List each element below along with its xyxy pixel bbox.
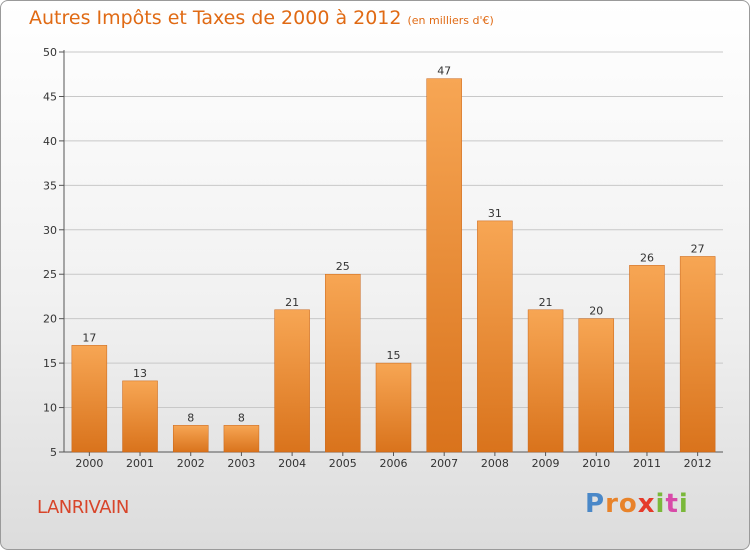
bar-2012	[679, 256, 716, 453]
bar-2006	[375, 362, 412, 453]
bar-2000	[71, 345, 108, 453]
y-tick-label: 15	[43, 357, 57, 370]
value-label-2009: 21	[539, 296, 553, 309]
chart-title: Autres Impôts et Taxes de 2000 à 2012	[29, 7, 402, 29]
bar-2008	[477, 220, 513, 453]
chart-unit: (en milliers d'€)	[407, 14, 494, 27]
y-tick-label: 30	[43, 224, 57, 237]
value-label-2007: 47	[437, 65, 451, 78]
value-label-2011: 26	[640, 251, 654, 264]
bar-2009	[527, 309, 564, 453]
bar-2003	[223, 425, 260, 453]
value-labels: 17 13 8 8 21 25 15 47 31 21 20 26 27	[82, 65, 704, 425]
bar-2002	[172, 425, 209, 453]
x-tick-label: 2007	[430, 457, 458, 470]
y-tick-label: 45	[43, 90, 57, 103]
bar-2011	[629, 265, 665, 453]
y-tick-label: 40	[43, 135, 57, 148]
y-tick-label: 10	[43, 402, 57, 415]
x-tick-label: 2011	[633, 457, 661, 470]
y-tick-label: 20	[43, 313, 57, 326]
chart-title-block: Autres Impôts et Taxes de 2000 à 2012 (en…	[29, 7, 494, 29]
x-tick-label: 2010	[582, 457, 610, 470]
value-label-2008: 31	[488, 207, 502, 220]
y-tick-label: 25	[43, 268, 57, 281]
value-label-2010: 20	[589, 305, 603, 318]
y-tick-label: 35	[43, 179, 57, 192]
value-label-2002: 8	[187, 411, 194, 424]
value-label-2000: 17	[82, 331, 96, 344]
x-tick-label: 2003	[227, 457, 255, 470]
bar-2010	[578, 318, 615, 453]
proxiti-logo: Proxiti	[585, 489, 689, 519]
x-tick-label: 2006	[380, 457, 408, 470]
value-label-2004: 21	[285, 296, 299, 309]
x-tick-label: 2008	[481, 457, 509, 470]
x-tick-label: 2004	[278, 457, 306, 470]
x-tick-labels: 2000 2001 2002 2003 2004 2005 2006 2007 2008 2009…	[75, 457, 711, 470]
bars	[71, 78, 716, 453]
value-label-2006: 15	[387, 349, 401, 362]
value-label-2001: 13	[133, 367, 147, 380]
y-tick-label: 50	[43, 46, 57, 59]
commune-name: LANRIVAIN	[37, 497, 129, 518]
x-tick-label: 2009	[532, 457, 560, 470]
bar-2001	[122, 380, 158, 453]
bar-2004	[274, 309, 310, 453]
value-label-2012: 27	[691, 242, 705, 255]
value-label-2005: 25	[336, 260, 350, 273]
y-tick-label: 5	[50, 446, 57, 459]
value-label-2003: 8	[238, 411, 245, 424]
x-tick-label: 2012	[684, 457, 712, 470]
x-tick-label: 2002	[177, 457, 205, 470]
x-tick-label: 2005	[329, 457, 357, 470]
bar-2005	[325, 273, 361, 453]
x-tick-label: 2000	[75, 457, 103, 470]
y-tick-labels: 5 10 15 20 25 30 35 40 45 50	[43, 46, 57, 459]
x-tick-label: 2001	[126, 457, 154, 470]
bar-2007	[426, 78, 462, 453]
